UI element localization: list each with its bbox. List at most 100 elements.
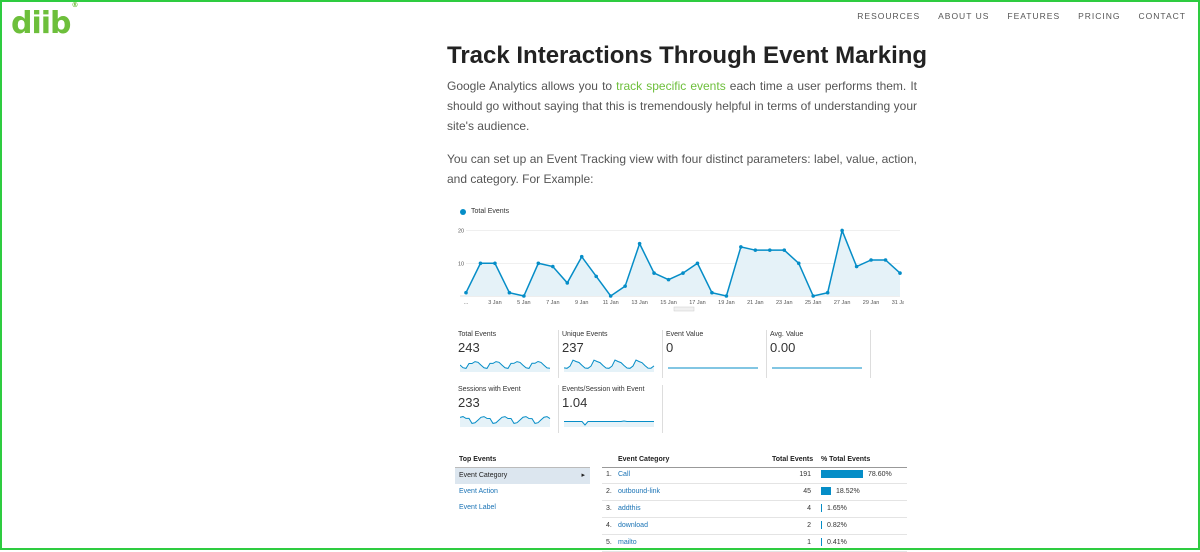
sparkline-area [564,421,654,427]
metric-sparkline [668,367,758,369]
metric-label: Total Events [458,331,497,338]
x-tick-label: 3 Jan [488,300,501,306]
row-pct-bar [821,521,822,529]
metric-value: 0.00 [770,340,796,355]
row-category-link[interactable]: download [618,522,648,529]
row-pct: 78.60% [868,471,892,478]
x-tick-label: 5 Jan [517,300,530,306]
row-index: 4. [606,522,612,529]
data-point [825,290,830,295]
sparkline-area [564,360,654,372]
data-point [637,241,642,246]
table-row: 4. download 2 0.82% [602,518,907,535]
arrow-right-icon: ▸ [581,472,585,479]
data-point [811,294,815,298]
y-tick-label: 10 [458,261,464,267]
sparkline-line [460,416,551,424]
top-events-event-label[interactable]: Event Label [459,504,496,511]
row-pct: 18.52% [836,488,860,495]
metric-label: Unique Events [562,331,608,338]
article-paragraph-2: You can set up an Event Tracking view wi… [447,152,917,186]
metric-value: 0 [666,340,674,355]
data-point [753,248,758,252]
total-events-chart: 10 20... 3 Jan 5 Jan 7 Jan 9 Jan 11 Jan 13 Jan 1… [458,228,904,312]
x-tick-label: 29 Jan [863,300,880,306]
data-point [652,271,656,275]
row-total: 2 [807,522,811,529]
metric-value: 237 [562,340,584,355]
diib-logo[interactable]: diib® [11,1,79,41]
metric-value: 1.04 [562,395,588,410]
track-specific-events-link[interactable]: track specific events [616,79,726,93]
table-row: 3. addthis 4 1.65% [602,501,907,518]
col-pct-total-events: % Total Events [821,456,871,463]
data-point [869,258,873,262]
metric-events-per-session: Events/Session with Event 1.04 [562,385,663,433]
data-point [478,261,483,266]
events-table-header: Event Category Total Events % Total Even… [602,456,907,468]
top-events-event-action[interactable]: Event Action [459,488,498,495]
row-pct-bar [821,470,863,478]
x-tick-label: 11 Jan [603,300,619,306]
row-category-link[interactable]: outbound-link [618,488,661,495]
x-tick-label: 25 Jan [805,300,822,306]
row-index: 1. [606,471,612,478]
sparkline-area [460,361,550,372]
row-total: 45 [803,488,811,495]
col-total-events: Total Events [772,456,814,463]
x-tick-label: 15 Jan [660,300,677,306]
col-event-category: Event Category [618,456,670,463]
x-tick-label: 27 Jan [834,300,851,306]
data-point [522,294,526,298]
metric-total-events: Total Events 243 [458,330,559,378]
metric-event-value: Event Value 0 [666,330,767,378]
article-paragraph-1: Google Analytics allows you to track spe… [447,76,917,136]
data-point [768,248,772,252]
row-total: 1 [807,539,811,546]
top-events-event-category[interactable]: Event Category ▸ [455,468,590,484]
nav-resources[interactable]: RESOURCES [857,11,921,21]
series-area [466,230,900,296]
x-tick-label: 13 Jan [631,300,648,306]
data-point [551,264,555,269]
data-point [608,294,613,298]
legend-label: Total Events [471,208,510,215]
x-tick-label: 9 Jan [575,300,588,306]
row-pct: 0.41% [827,539,847,546]
nav-contact[interactable]: CONTACT [1138,11,1186,21]
nav-features[interactable]: FEATURES [1007,11,1061,21]
data-point [594,274,598,279]
data-point [695,261,700,266]
chart-resize-handle [673,306,695,312]
metric-value: 243 [458,340,480,355]
chart-legend: Total Events [460,208,509,215]
row-category-link[interactable]: Call [618,471,631,478]
x-tick-label: 19 Jan [718,300,735,306]
x-tick-label: 23 Jan [776,300,793,306]
data-point [724,294,729,298]
row-category-link[interactable]: mailto [618,539,637,546]
metric-unique-events: Unique Events 237 [562,330,663,378]
main-nav: RESOURCES ABOUT US FEATURES PRICING CONT… [857,11,1186,21]
row-category-link[interactable]: addthis [618,505,641,512]
data-point [710,290,714,295]
row-pct: 1.65% [827,505,847,512]
table-row: 1. Call 191 78.60% [602,467,907,484]
metric-sparkline [564,359,655,372]
metric-label: Avg. Value [770,331,804,338]
data-point [681,271,685,275]
x-tick-label: 31 Jan [892,300,904,306]
nav-about-us[interactable]: ABOUT US [938,11,990,21]
metric-sparkline [772,367,862,369]
table-row: 5. mailto 1 0.41% [602,535,907,552]
top-events-item-label: Event Category [459,472,508,479]
table-row: 2. outbound-link 45 18.52% [602,484,907,501]
metric-sparkline [564,420,654,427]
row-total: 191 [799,471,811,478]
nav-pricing[interactable]: PRICING [1078,11,1121,21]
row-index: 2. [606,488,612,495]
x-tick-label: 21 Jan [747,300,764,306]
row-pct-bar [821,504,822,512]
sparkline-line [564,359,655,369]
